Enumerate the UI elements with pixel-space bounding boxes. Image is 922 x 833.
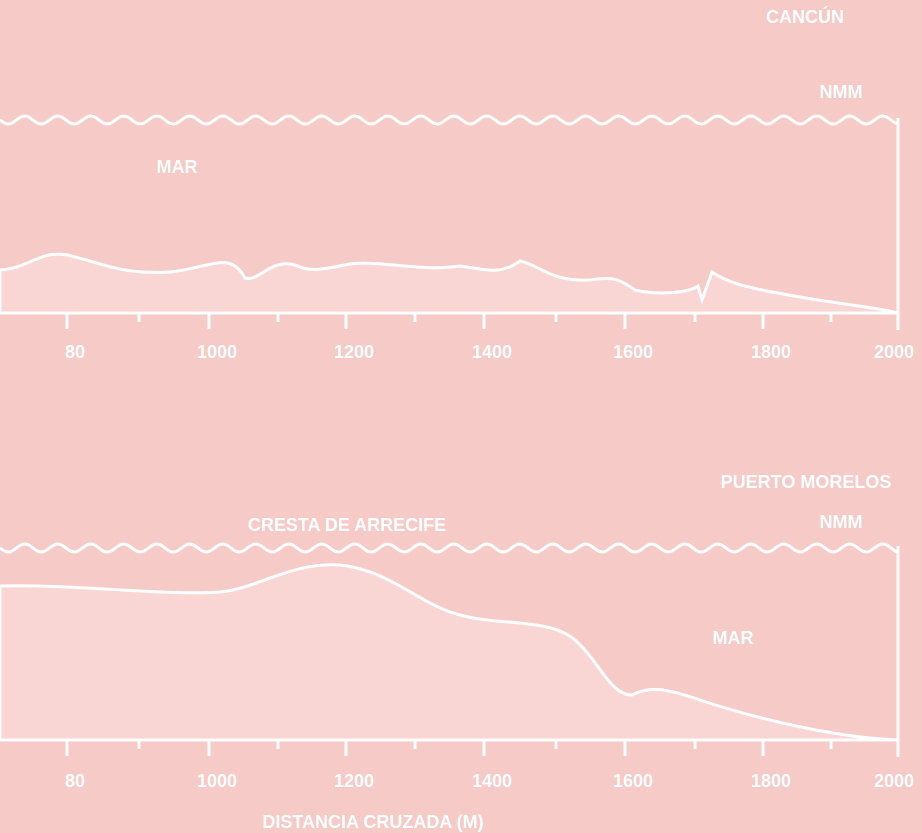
sea-label: MAR	[713, 628, 754, 648]
x-tick-label: 80	[65, 771, 85, 791]
datum-label: NMM	[820, 82, 863, 102]
x-axis-title: DISTANCIA CRUZADA (M)	[262, 812, 483, 832]
x-tick-label: 1200	[334, 342, 374, 362]
x-tick-label: 2000	[874, 771, 914, 791]
x-tick-label: 1400	[472, 771, 512, 791]
cancun-panel: CANCÚN NMM MAR 80 1000 1200 1400 1600 1800 200…	[0, 6, 914, 362]
place-label: CANCÚN	[766, 6, 844, 27]
x-tick-label: 1800	[751, 342, 791, 362]
x-tick-label: 1200	[334, 771, 374, 791]
sea-label: MAR	[157, 157, 198, 177]
seabed-profile	[0, 252, 899, 315]
place-label: PUERTO MORELOS	[721, 472, 892, 492]
puerto-morelos-panel: PUERTO MORELOS CRESTA DE ARRECIFE NMM MA…	[0, 472, 914, 791]
x-tick-label: 1400	[472, 342, 512, 362]
sea-surface	[0, 542, 899, 554]
x-tick-label: 1600	[613, 771, 653, 791]
x-tick-label: 1000	[197, 771, 237, 791]
x-tick-label: 1600	[613, 342, 653, 362]
reef-label: CRESTA DE ARRECIFE	[248, 515, 446, 535]
sea-surface	[0, 114, 899, 126]
datum-label: NMM	[820, 512, 863, 532]
x-tick-label: 1000	[197, 342, 237, 362]
seabed-profile	[0, 563, 899, 742]
x-tick-label: 1800	[751, 771, 791, 791]
x-tick-label: 80	[65, 342, 85, 362]
x-tick-label: 2000	[874, 342, 914, 362]
